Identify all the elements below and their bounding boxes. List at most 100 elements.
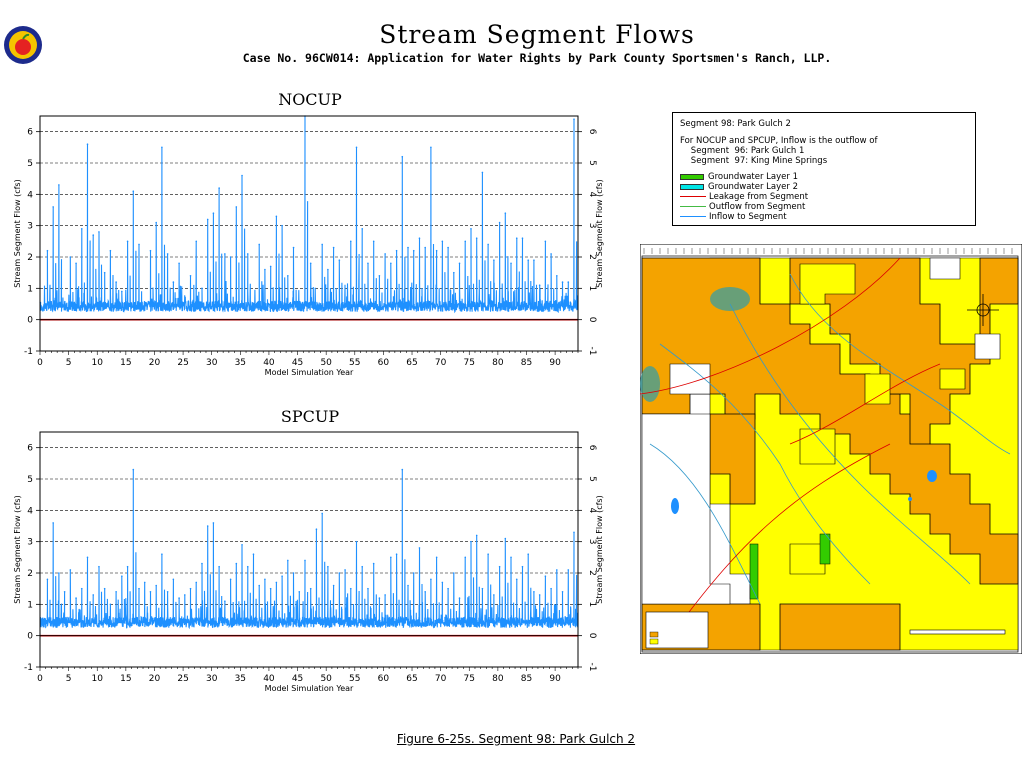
y-tick-label: 6 — [27, 444, 33, 454]
inflow-peak-point — [510, 262, 512, 265]
inflow-peak-point — [75, 262, 77, 265]
inflow-peak-point — [573, 118, 575, 120]
inflow-peak-point — [384, 253, 386, 255]
inflow-peak-point — [212, 212, 215, 214]
inflow-peak-point — [390, 262, 392, 265]
y-tick-label-right: 3 — [587, 539, 597, 545]
inflow-peak-point — [98, 231, 100, 233]
x-tick-label: 75 — [464, 358, 475, 368]
inflow-peak-point — [172, 281, 175, 283]
inflow-peak-point — [349, 587, 352, 590]
inflow-peak-point — [241, 174, 243, 177]
inflow-peak-point — [80, 587, 83, 590]
inflow-peak-point — [464, 240, 467, 243]
inflow-peak-point — [487, 553, 489, 555]
x-tick-label: 60 — [378, 674, 390, 684]
y-tick-label: 1 — [27, 600, 33, 610]
y-axis-label-right: Stream Segment Flow (cfs) — [595, 179, 604, 287]
y-tick-label-right: 4 — [587, 191, 597, 197]
inflow-peak-point — [138, 243, 140, 246]
inflow-peak-point — [189, 275, 192, 277]
inflow-peak-point — [504, 212, 507, 214]
inflow-peak-point — [258, 243, 261, 246]
inflow-peak-point — [126, 565, 129, 568]
inflow-peak-point — [395, 553, 398, 555]
inflow-series-line — [39, 469, 579, 630]
x-tick-label: 0 — [37, 674, 43, 684]
inflow-peak-point — [178, 597, 180, 599]
inflow-peak-point — [372, 240, 375, 243]
inflow-peak-point — [481, 171, 484, 174]
inflow-peak-point — [355, 146, 358, 149]
inflow-peak-point — [195, 581, 198, 584]
inflow-peak-point — [80, 228, 83, 230]
x-axis-label: Model Simulation Year — [265, 368, 354, 377]
x-tick-label: 15 — [120, 358, 131, 368]
inflow-peak-point — [515, 237, 518, 239]
inflow-peak-point — [298, 591, 301, 593]
inflow-peak-point — [493, 594, 495, 596]
inflow-peak-point — [418, 237, 421, 239]
x-tick-label: 5 — [66, 358, 72, 368]
inflow-peak-point — [533, 591, 535, 593]
inflow-peak-point — [63, 591, 66, 593]
x-tick-label: 45 — [292, 358, 303, 368]
inflow-peak-point — [86, 143, 89, 145]
y-tick-label: 6 — [27, 128, 33, 138]
inflow-peak-point — [52, 522, 54, 524]
y-tick-label: 3 — [27, 222, 33, 232]
inflow-peak-point — [172, 578, 175, 581]
inflow-peak-point — [149, 249, 152, 252]
inflow-peak-point — [435, 249, 438, 252]
inflow-peak-point — [206, 525, 209, 527]
inflow-peak-point — [103, 271, 106, 274]
inflow-peak-point — [309, 587, 312, 590]
y-tick-label: 2 — [27, 569, 33, 579]
y-tick-label-right: 2 — [587, 570, 597, 576]
inflow-peak-point — [424, 246, 426, 249]
inflow-peak-point — [418, 547, 421, 549]
inflow-peak-point — [241, 544, 243, 546]
inflow-peak-point — [269, 265, 272, 268]
segment-location-map — [640, 244, 1022, 654]
inflow-peak-point — [556, 569, 558, 571]
x-tick-label: 30 — [206, 674, 218, 684]
y-tick-label-right: 6 — [587, 129, 597, 135]
y-tick-label: 4 — [27, 506, 33, 516]
inflow-peak-point — [46, 578, 49, 581]
inflow-peak-point — [86, 556, 89, 559]
inflow-peak-point — [332, 584, 335, 587]
inflow-peak-point — [201, 287, 203, 290]
inflow-peak-point — [527, 553, 530, 555]
inflow-peak-point — [109, 603, 112, 606]
inflow-peak-point — [195, 240, 198, 243]
compass-rose-icon — [967, 294, 999, 326]
inflow-peak-point — [556, 275, 558, 277]
inflow-peak-point — [52, 206, 54, 208]
x-tick-label: 50 — [320, 674, 332, 684]
inflow-peak-point — [458, 597, 461, 599]
inflow-peak-point — [109, 249, 112, 252]
x-tick-label: 85 — [521, 358, 532, 368]
inflow-peak-point — [510, 556, 512, 559]
inflow-peak-point — [561, 281, 564, 283]
inflow-peak-point — [521, 565, 524, 568]
inflow-peak-point — [75, 597, 77, 599]
x-tick-label: 45 — [292, 674, 303, 684]
inflow-peak-point — [544, 575, 547, 577]
inflow-peak-point — [481, 587, 484, 590]
y-tick-label-right: -1 — [587, 663, 597, 672]
inflow-peak-point — [166, 591, 169, 593]
inflow-peak-point — [538, 594, 541, 596]
x-tick-label: 15 — [120, 674, 131, 684]
inflow-peak-point — [475, 534, 478, 537]
inflow-peak-point — [206, 218, 209, 221]
inflow-peak-point — [378, 597, 381, 599]
spcup-chart: -1 -10 01 12 23 34 45 56 60 5 10 15 20 25 30 35 40 45 50 55… — [13, 431, 604, 693]
inflow-peak-point — [58, 184, 60, 186]
inflow-peak-point — [287, 275, 289, 277]
x-tick-label: 0 — [37, 358, 43, 368]
inflow-peak-point — [458, 262, 461, 265]
x-tick-label: 25 — [177, 358, 188, 368]
inflow-peak-point — [401, 155, 404, 158]
